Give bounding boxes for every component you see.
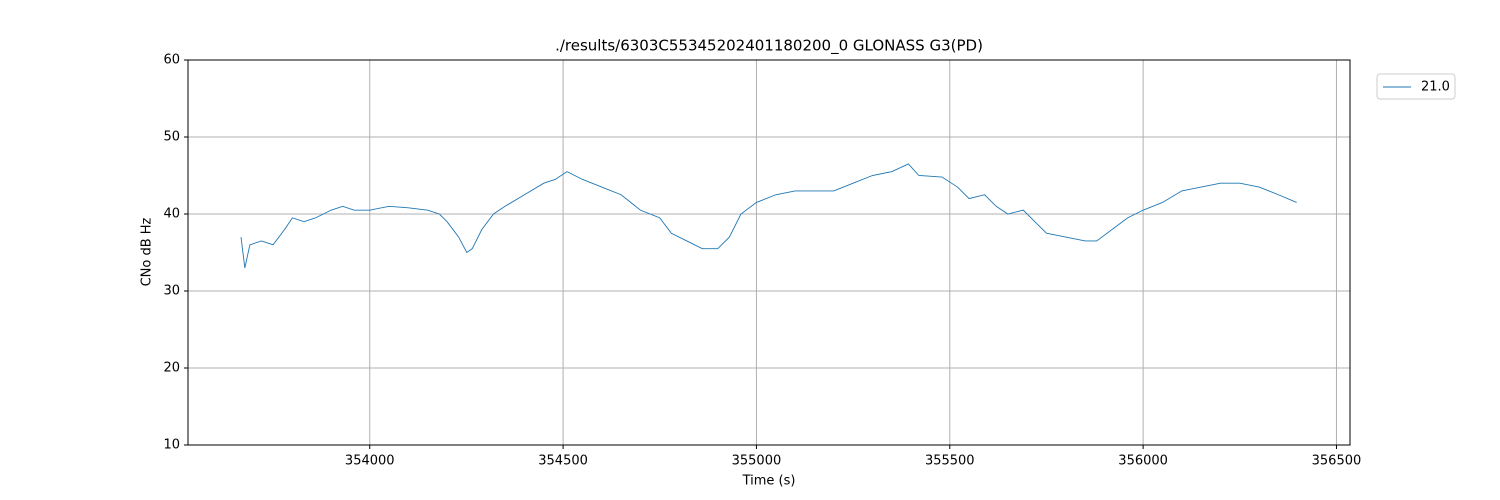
y-tick-label: 30 <box>163 284 180 299</box>
chart-title: ./results/6303C55345202401180200_0 GLONA… <box>555 37 983 56</box>
y-tick-label: 20 <box>163 361 180 376</box>
x-tick-label: 354500 <box>538 454 588 469</box>
x-axis-label: Time (s) <box>742 474 796 489</box>
y-axis-label: CNo dB Hz <box>140 217 155 286</box>
plot-frame <box>187 59 1351 446</box>
legend-box <box>1376 73 1456 100</box>
legend-label: 21.0 <box>1421 80 1450 95</box>
data-line <box>240 163 1297 268</box>
y-tick-label: 40 <box>163 207 180 222</box>
y-tick-label: 50 <box>163 130 180 145</box>
x-tick-label: 355000 <box>732 454 782 469</box>
y-tick-label: 60 <box>163 53 180 68</box>
x-tick-label: 356500 <box>1312 454 1362 469</box>
x-tick-label: 356000 <box>1118 454 1168 469</box>
x-tick-label: 355500 <box>925 454 975 469</box>
y-tick-label: 10 <box>163 438 180 453</box>
x-tick-label: 354000 <box>345 454 395 469</box>
